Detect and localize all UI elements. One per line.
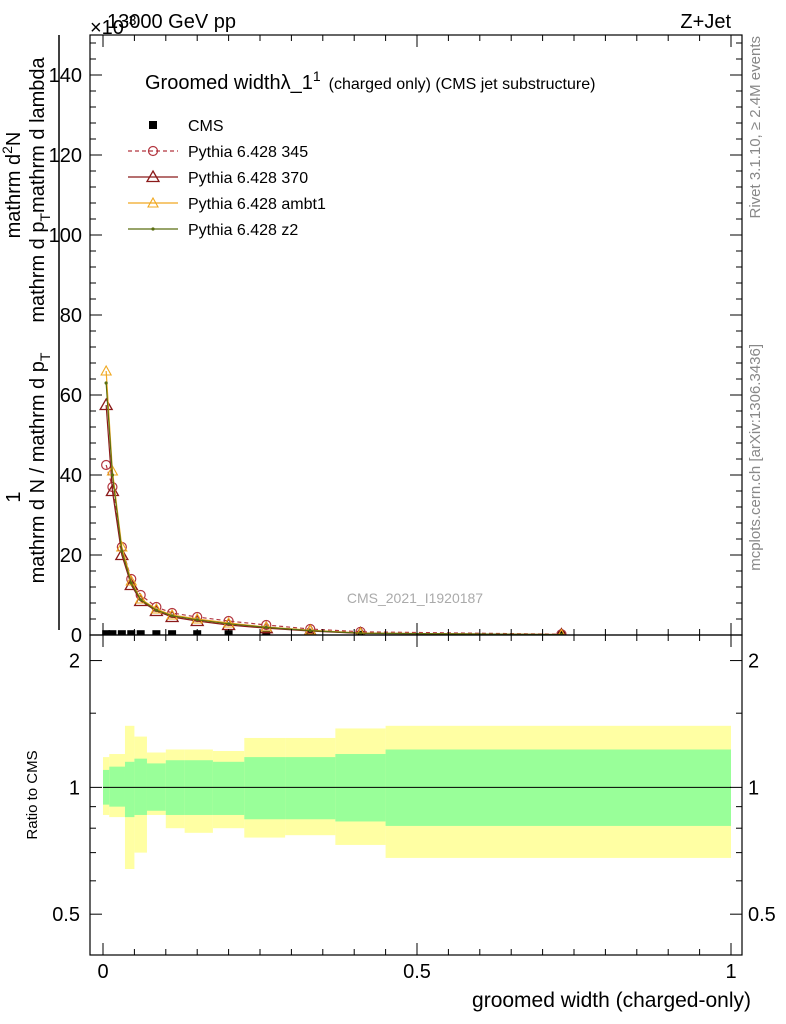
y-tick-label: 140	[49, 65, 82, 87]
y-tick-label: 100	[49, 225, 82, 247]
data-point	[222, 616, 235, 628]
data-point	[127, 630, 136, 635]
legend-label: Pythia 6.428 370	[188, 170, 308, 187]
y-tick-label: 20	[60, 545, 82, 567]
ratio-bands	[103, 725, 731, 870]
ratio-frame	[89, 634, 743, 956]
process-label: Z+Jet	[680, 11, 731, 33]
data-point	[102, 630, 111, 635]
watermark: CMS_2021_I1920187	[347, 590, 483, 606]
energy-label: 13000 GeV pp	[107, 11, 236, 33]
legend-marker	[149, 121, 157, 129]
data-point	[154, 608, 158, 612]
data-point	[358, 631, 363, 635]
legend-label: Pythia 6.428 z2	[188, 222, 298, 239]
y-label-numerator-top: mathrm d2N	[0, 132, 25, 239]
ratio-y-tick-label-right: 1	[748, 777, 759, 799]
legend-label: Pythia 6.428 345	[188, 144, 308, 161]
data-point	[129, 581, 133, 585]
data-point	[227, 622, 231, 626]
legend-marker	[147, 196, 159, 208]
data-point	[120, 549, 124, 553]
y-tick-label: 0	[71, 625, 82, 647]
data-point	[261, 619, 272, 631]
ratio-inner-band	[244, 757, 286, 820]
x-axis-label: groomed width (charged-only)	[472, 989, 751, 1012]
ratio-y-tick-label: 0.5	[52, 904, 80, 926]
legend-label: CMS	[188, 118, 224, 135]
main-series	[99, 364, 567, 635]
ratio-y-label: Ratio to CMS	[24, 750, 41, 839]
data-point	[195, 618, 199, 622]
legend-marker	[151, 227, 155, 231]
ratio-y-tick-label: 2	[69, 651, 80, 673]
chart-title: Groomed widthλ_11 (charged only) (CMS jet…	[145, 68, 595, 94]
ratio-inner-band	[212, 761, 245, 815]
x-tick-label: 0.5	[403, 961, 431, 983]
ratio-inner-band	[124, 761, 135, 818]
y-tick-label: 40	[60, 465, 82, 487]
series-line	[105, 404, 562, 635]
legend-label: Pythia 6.428 ambt1	[188, 196, 326, 213]
y-tick-label: 120	[49, 145, 82, 167]
data-point	[139, 598, 143, 602]
data-point	[99, 397, 114, 411]
data-point	[100, 364, 113, 376]
data-point	[191, 612, 204, 624]
series-line	[105, 370, 562, 635]
ratio-y-tick-label-right: 0.5	[748, 904, 776, 926]
data-point	[170, 614, 174, 618]
ratio-inner-band	[285, 757, 336, 820]
ratio-inner-band	[134, 758, 147, 815]
exponent-label: ×10-3	[90, 12, 137, 39]
mcplots-label: mcplots.cern.ch [arXiv:1306.3436]	[747, 344, 764, 571]
data-point	[260, 620, 273, 632]
data-point	[264, 625, 268, 630]
data-point	[104, 381, 108, 385]
data-point	[308, 629, 312, 633]
data-point	[125, 574, 138, 586]
data-point	[557, 630, 566, 635]
series-line	[105, 382, 562, 635]
y-axis-label: 1 mathrm d2N mathrm d pTmathrm d lambda …	[0, 35, 60, 630]
data-point	[304, 624, 317, 635]
ratio-y-tick-label-right: 2	[748, 651, 759, 673]
data-point	[306, 630, 315, 635]
data-point	[105, 483, 120, 497]
x-tick-label: 1	[725, 961, 736, 983]
data-point	[108, 630, 117, 635]
rivet-label: Rivet 3.1.10, ≥ 2.4M events	[747, 36, 764, 219]
data-point	[557, 627, 566, 635]
ratio-y-tick-label: 1	[69, 777, 80, 799]
y-label-numerator-bottom: mathrm d pTmathrm d lambda	[27, 56, 53, 322]
y-label-prefix: 1	[3, 491, 25, 502]
legend-marker	[145, 169, 161, 183]
legend-marker	[147, 145, 159, 157]
data-point	[168, 630, 177, 635]
data-point	[134, 592, 147, 604]
y-tick-label: 60	[60, 385, 82, 407]
legend: CMS Pythia 6.428 345 Pythia 6.428 370 Pythi…	[128, 118, 326, 239]
data-point	[136, 630, 145, 635]
ratio-inner-band	[109, 766, 125, 807]
data-point	[152, 630, 161, 635]
x-tick-label: 0	[97, 961, 108, 983]
y-tick-label: 80	[60, 305, 82, 327]
data-point	[114, 547, 129, 561]
data-point	[124, 577, 139, 591]
y-label-denominator: mathrm d N / mathrm d pT	[27, 352, 53, 583]
data-point	[117, 630, 126, 635]
data-point	[110, 473, 115, 477]
